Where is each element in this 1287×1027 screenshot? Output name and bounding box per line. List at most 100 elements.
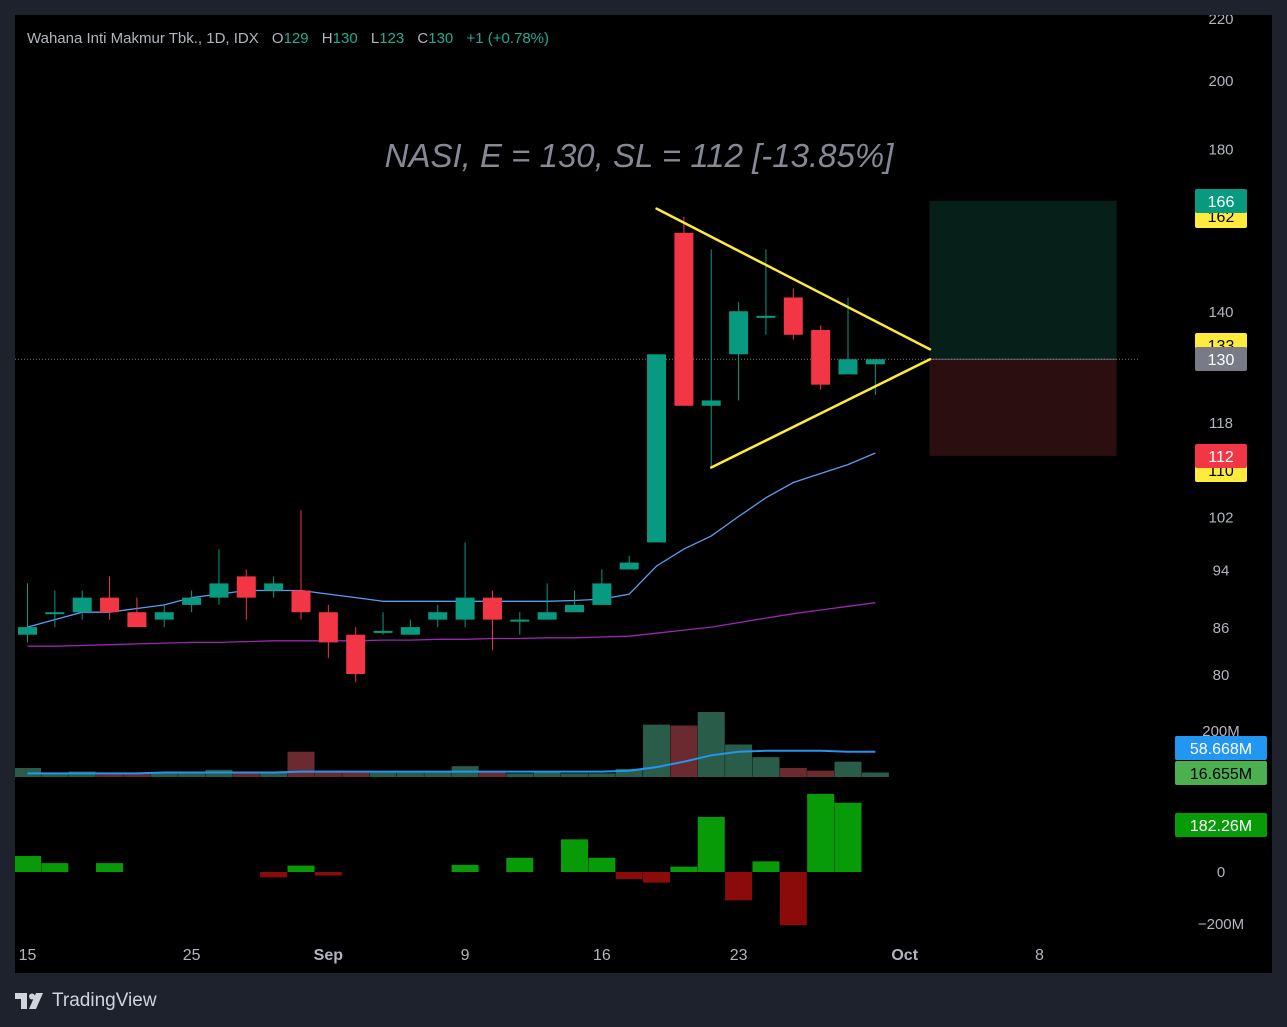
volume-bar [779,767,807,777]
candle-body [45,612,65,615]
candle [482,590,502,651]
symbol-label: Wahana Inti Makmur Tbk., 1D, IDX [27,30,259,47]
volume-bar [424,772,452,777]
position-stop-zone [929,359,1117,456]
candle-body [701,400,721,406]
price-axis-label: 180 [1208,141,1233,158]
candle-body [811,330,831,385]
change-value: +1 (+0.78%) [466,30,549,47]
flow-pane: 0 −200M [14,793,1244,933]
high-label: H [322,30,333,47]
candle-body [482,597,502,620]
candle [291,510,311,620]
candle [209,549,229,605]
candle [154,604,174,628]
tradingview-branding[interactable]: TradingView [15,990,157,1012]
volume-bar [342,771,370,777]
price-axis-label: 80 [1213,667,1230,684]
position-target-zone [929,200,1117,360]
candle [510,612,530,635]
candle [701,249,721,468]
candle-body [154,612,174,620]
volume-bar [861,772,889,777]
flow-bar [96,863,124,872]
volume-bar [478,771,506,777]
flow-bar [670,866,698,872]
flow-axis-label: −200M [1198,916,1244,933]
candle-body [373,630,393,633]
flow-bar [287,865,315,872]
candle-body [729,311,749,355]
volume-bar [561,773,588,777]
flow-bar [615,872,643,880]
volume-bar [670,725,698,777]
candle-body [537,612,557,620]
price-axis-label: 118 [1209,415,1233,432]
chart-frame[interactable]: 200M 0 −200M 220 200 180 140 118 102 94 86 80 162… [14,11,1272,973]
volume-bar [506,773,534,777]
badge-text: 112 [1208,449,1234,466]
candle-body [72,597,92,613]
badge-text: 182.26M [1190,818,1252,835]
time-axis-label: Oct [891,947,918,964]
volume-bar [834,761,862,777]
candle [565,590,584,613]
volume-bar [396,772,424,777]
volume-bar [615,768,643,777]
candle [537,583,557,620]
volume-bar [41,773,69,777]
volume-bar [752,757,780,777]
flow-bar [561,839,588,872]
flow-bar [314,872,342,876]
candle-body [400,627,420,635]
flow-bar [643,872,671,883]
time-axis-label: Sep [314,947,344,964]
indicator-badge: 58.668M [1175,736,1267,760]
volume-bar [725,744,753,777]
price-badge: 130 [1195,347,1247,371]
candle [674,216,694,406]
badge-background [1195,444,1247,468]
candle-body [674,232,694,406]
candle [45,590,65,628]
badge-text: 162 [1208,209,1235,226]
badge-background [1175,813,1267,837]
flow-bar [779,872,807,926]
badge-background [1175,761,1267,785]
volume-bar [232,771,260,777]
volume-bar [697,712,725,777]
price-axis-label: 220 [1208,15,1233,28]
candle [373,612,393,635]
candle-body [565,604,584,613]
flow-bar [834,802,862,872]
moving-average-long-line [27,602,876,647]
price-axis-label: 200 [1208,73,1233,90]
candle-body [838,359,858,375]
candle-body [428,612,448,620]
price-axis-label: 102 [1208,510,1233,527]
volume-bar [369,772,397,777]
candle-body [783,297,803,335]
position-tool [929,200,1117,456]
flow-bar [451,864,479,872]
time-axis-label: 25 [183,947,201,964]
triangle-lower-line [710,358,932,469]
tradingview-logo-icon [15,993,43,1009]
volume-bar [123,773,151,777]
close-value: 130 [428,30,453,47]
candle [182,590,202,613]
tradingview-wordmark: TradingView [52,990,157,1011]
candle-body [18,627,37,635]
candle [647,354,667,543]
badge-text: 58.668M [1190,741,1252,758]
candle-body [756,315,776,318]
price-axis: 220 200 180 140 118 102 94 86 80 [1208,11,1233,684]
close-label: C [417,30,428,47]
triangle-upper-line [655,207,932,351]
volume-bar [588,773,616,777]
flow-bar [260,872,288,878]
time-axis-label: 16 [593,947,611,964]
badge-background [1175,736,1267,760]
